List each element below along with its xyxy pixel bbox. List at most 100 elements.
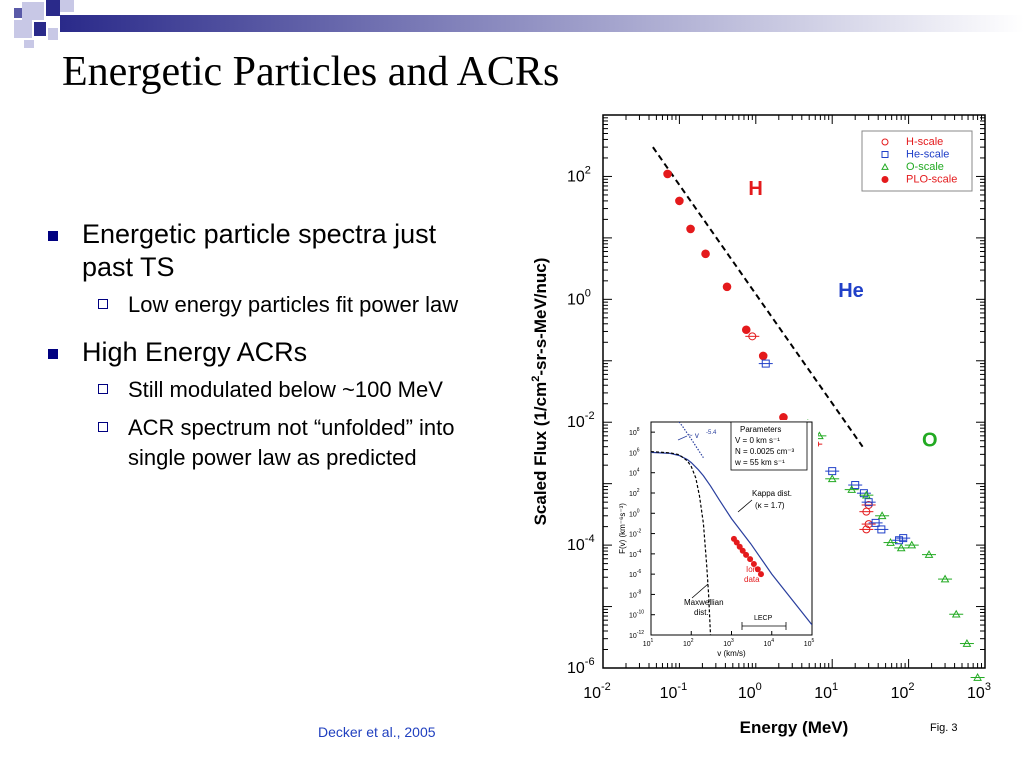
inset-y-tick-exponent: -4: [637, 549, 642, 555]
data-point: [761, 359, 770, 368]
params-box: [730, 421, 808, 471]
slide-title: Energetic Particles and ACRs: [62, 49, 560, 95]
x-tick-label: 101: [814, 681, 838, 702]
sub-bullet-text: ACR spectrum not “unfolded” into single …: [128, 415, 455, 470]
header-bar: [0, 0, 1024, 48]
bullet-list: Energetic particle spectra just past TS …: [40, 218, 490, 489]
y-tick-label: 102: [567, 164, 591, 185]
inset-x-tick-label: 101: [643, 638, 654, 648]
inset-series-line: [651, 451, 812, 626]
x-tick-label: 100: [738, 681, 762, 702]
data-point: [862, 525, 871, 534]
y-tick-exponent: 2: [585, 164, 591, 176]
params-text: Parameters: [740, 425, 781, 434]
inset-y-tick-exponent: 2: [637, 488, 640, 494]
inset-series-line: [651, 451, 712, 635]
data-point: [895, 536, 904, 545]
header-gradient: [60, 15, 1024, 32]
lecp-label: LECP: [754, 615, 773, 622]
data-point: [663, 169, 672, 179]
data-point: [899, 534, 908, 543]
power-law-fit-line: [652, 146, 864, 448]
params-text: w = 55 km s⁻¹: [734, 458, 785, 467]
deco-square: [14, 8, 24, 18]
inset-data-point: [739, 547, 746, 554]
ion-label: data: [744, 575, 760, 584]
inset-y-tick-exponent: -2: [637, 529, 642, 535]
citation-caption: Decker et al., 2005: [318, 724, 436, 740]
inset-y-tick-exponent: 4: [637, 468, 640, 474]
power-law-exponent: -5.4: [706, 430, 717, 436]
x-tick-exponent: 1: [832, 681, 838, 693]
data-point: [741, 325, 751, 335]
data-point: [877, 525, 886, 534]
inset-chart: 101 102 103 104 10510810610410210010-210-410…: [618, 420, 818, 663]
inset-x-tick-label: 105: [804, 638, 815, 648]
y-tick-label: 10-4: [567, 533, 595, 554]
inset-y-tick-exponent: 6: [637, 447, 640, 453]
x-tick-label: 102: [891, 681, 915, 702]
bullet-box-icon: [98, 384, 108, 394]
inset-y-tick-exponent: 0: [637, 508, 640, 514]
data-point: [722, 282, 732, 292]
bullet-box-icon: [98, 422, 108, 432]
maxwellian-label: dist.: [694, 608, 709, 617]
sub-bullet-item: Low energy particles fit power law: [40, 290, 490, 320]
deco-square: [60, 0, 74, 12]
inset-x-tick-exponent: 5: [812, 638, 815, 644]
data-point: [907, 540, 917, 549]
inset-y-tick-label: 100: [629, 508, 640, 518]
data-point: [951, 609, 961, 618]
inset-y-tick-exponent: -6: [637, 569, 642, 575]
species-label: He: [838, 280, 864, 302]
legend-label: PLO-scale: [906, 174, 957, 186]
inset-data-point: [743, 551, 750, 558]
inset-y-tick-label: 102: [629, 488, 640, 498]
data-point: [748, 332, 757, 341]
inset-data-point: [754, 566, 761, 573]
species-label: H: [748, 178, 762, 200]
data-point: [701, 249, 710, 259]
maxwellian-label: Maxwellian: [684, 598, 724, 607]
legend-marker: [881, 176, 889, 183]
inset-x-tick-label: 102: [683, 638, 694, 648]
inset-x-tick-exponent: 3: [731, 638, 734, 644]
species-label: O: [922, 430, 938, 452]
legend-label: O-scale: [906, 161, 944, 173]
data-point: [758, 351, 768, 361]
inset-y-tick-label: 106: [629, 447, 640, 457]
kappa-label: Kappa dist.: [752, 489, 792, 498]
x-tick-exponent: 0: [756, 681, 762, 693]
y-tick-label: 10-2: [567, 410, 595, 431]
data-point: [877, 511, 887, 520]
data-point: [886, 538, 895, 546]
data-point: [962, 639, 972, 647]
inset-x-tick-exponent: 2: [691, 638, 694, 644]
y-tick-exponent: -4: [585, 533, 595, 545]
x-tick-label: 10-1: [660, 681, 688, 702]
x-tick-exponent: -1: [677, 681, 687, 693]
inset-data-point: [733, 539, 740, 546]
inset-y-tick-label: 10-8: [629, 589, 641, 599]
data-point: [973, 672, 982, 681]
y-tick-label: 100: [567, 287, 591, 308]
inset-y-tick-exponent: 8: [637, 427, 640, 433]
y-axis-label-rest: -sr-s-MeV/nuc): [531, 258, 550, 376]
legend-marker: [881, 151, 889, 158]
data-point: [675, 196, 684, 206]
y-tick-exponent: -6: [585, 656, 595, 668]
inset-x-tick-exponent: 1: [651, 638, 654, 644]
data-point: [896, 543, 906, 552]
inset-y-tick-label: 10-6: [629, 569, 641, 579]
power-law-annotation: ~ v: [688, 431, 699, 440]
sub-bullet-text: Still modulated below ~100 MeV: [128, 377, 443, 402]
ion-label: Ion: [746, 565, 757, 574]
sub-bullet-item: Still modulated below ~100 MeV: [40, 375, 490, 405]
inset-y-tick-label: 10-2: [629, 529, 641, 539]
legend-label: H-scale: [906, 136, 943, 148]
inset-x-tick-label: 104: [763, 638, 774, 648]
legend-marker: [881, 138, 889, 146]
inset-y-axis-label: F(v) (km⁻⁶s⁻³): [618, 503, 627, 554]
inset-y-tick-label: 108: [629, 427, 640, 437]
